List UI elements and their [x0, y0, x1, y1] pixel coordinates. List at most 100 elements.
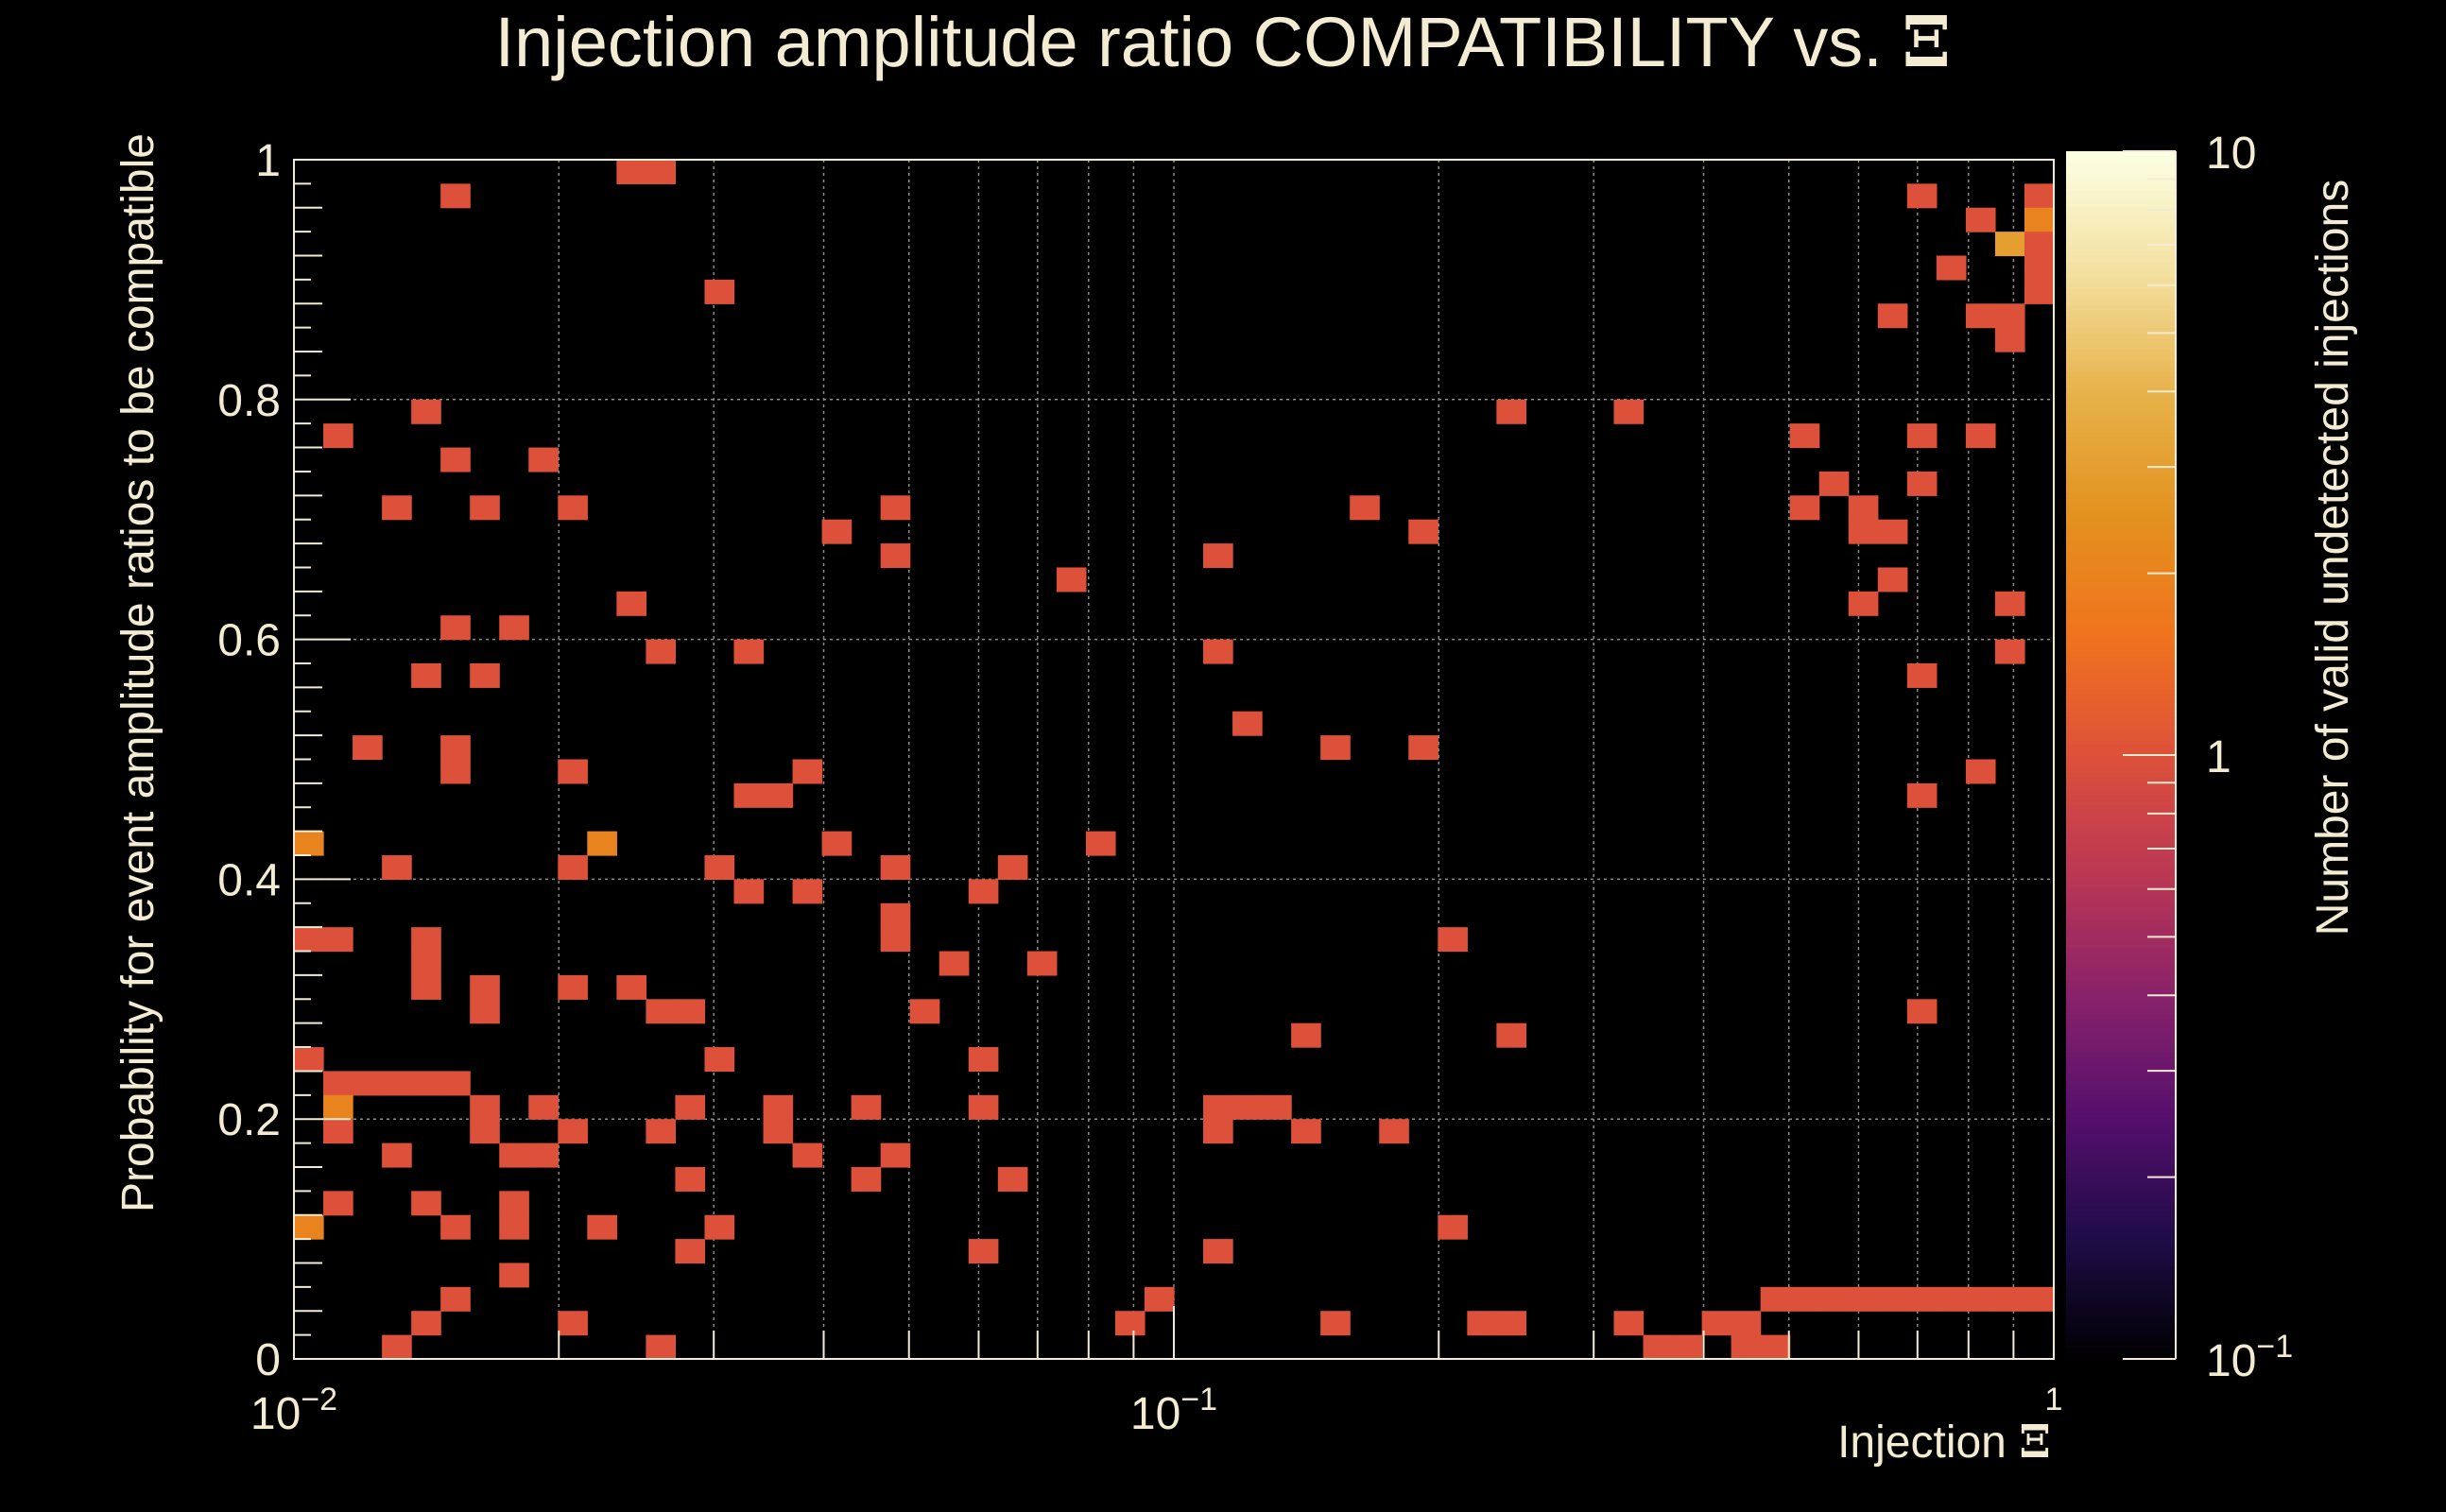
heatmap-cell	[1760, 1334, 1791, 1360]
colorbar-band	[2066, 689, 2176, 696]
colorbar-band	[2066, 584, 2176, 592]
heatmap-cell	[470, 999, 500, 1024]
heatmap-cell	[440, 1214, 471, 1240]
heatmap-cell	[1731, 1311, 1762, 1336]
heatmap-cell	[1320, 735, 1351, 761]
colorbar-band	[2066, 1320, 2176, 1327]
heatmap-cell	[470, 1094, 500, 1120]
colorbar-band	[2066, 387, 2176, 394]
colorbar-band	[2066, 881, 2176, 888]
colorbar-band	[2066, 590, 2176, 597]
heatmap-cell	[1203, 1094, 1233, 1120]
heatmap-cell	[1203, 543, 1233, 569]
colorbar-band	[2066, 953, 2176, 959]
colorbar-tick-label: 10	[2206, 129, 2256, 179]
heatmap-cell	[323, 1094, 353, 1120]
colorbar-band	[2066, 826, 2176, 833]
colorbar-tick-label-base: 1	[2206, 732, 2231, 782]
heatmap-cell	[880, 902, 911, 928]
heatmap-cell	[763, 1094, 794, 1120]
colorbar-band	[2066, 304, 2176, 312]
colorbar-band	[2066, 765, 2176, 773]
colorbar-band	[2066, 222, 2176, 230]
colorbar-band	[2066, 974, 2176, 981]
heatmap-cell	[1789, 423, 1820, 449]
colorbar-band	[2066, 453, 2176, 460]
colorbar-band	[2066, 1293, 2176, 1299]
colorbar-band	[2066, 996, 2176, 1004]
heatmap-cell	[1906, 183, 1938, 209]
heatmap-cell	[1408, 735, 1438, 761]
colorbar-band	[2066, 617, 2176, 625]
heatmap-cell	[1906, 999, 1938, 1024]
heatmap-cell	[1467, 1311, 1497, 1336]
colorbar-band	[2066, 167, 2176, 175]
colorbar-band	[2066, 853, 2176, 861]
heatmap-cell	[1262, 1094, 1292, 1120]
colorbar-band	[2066, 678, 2176, 685]
heatmap-cell	[587, 831, 617, 856]
colorbar-band	[2066, 650, 2176, 658]
colorbar-band	[2066, 1238, 2176, 1245]
heatmap-cell	[675, 1239, 706, 1264]
colorbar-band	[2066, 288, 2176, 295]
heatmap-cell	[558, 759, 588, 784]
heatmap-cell	[646, 639, 677, 664]
colorbar-band	[2066, 299, 2176, 306]
heatmap-cell	[558, 855, 588, 880]
heatmap-cell	[1965, 207, 1996, 232]
colorbar-band	[2066, 316, 2176, 322]
heatmap-cell	[1936, 1286, 1967, 1312]
colorbar-band	[2066, 173, 2176, 180]
colorbar-band	[2066, 777, 2176, 783]
heatmap-cell	[1232, 1094, 1263, 1120]
heatmap-cell	[1114, 1311, 1145, 1336]
heatmap-cell	[1613, 399, 1645, 424]
heatmap-cell	[821, 831, 853, 856]
heatmap-cell	[880, 927, 911, 953]
colorbar-band	[2066, 321, 2176, 328]
colorbar-band	[2066, 744, 2176, 750]
colorbar-band	[2066, 1177, 2176, 1184]
colorbar-band	[2066, 1221, 2176, 1228]
colorbar-band	[2066, 892, 2176, 899]
colorbar-band	[2066, 908, 2176, 916]
colorbar-band	[2066, 151, 2176, 158]
colorbar-band	[2066, 683, 2176, 691]
heatmap-cell	[939, 951, 970, 976]
colorbar-band	[2066, 969, 2176, 976]
heatmap-cell	[1144, 1286, 1175, 1312]
heatmap-cell	[323, 1071, 353, 1096]
colorbar-band	[2066, 793, 2176, 800]
colorbar-band	[2066, 1035, 2176, 1041]
colorbar-band	[2066, 865, 2176, 871]
colorbar-band	[2066, 869, 2176, 877]
colorbar-band	[2066, 1331, 2176, 1338]
heatmap-cell	[616, 974, 646, 1000]
colorbar-band	[2066, 607, 2176, 613]
colorbar-band	[2066, 469, 2176, 476]
colorbar-band	[2066, 431, 2176, 438]
y-tick-label: 0.4	[217, 855, 281, 905]
heatmap-cell	[704, 1214, 735, 1240]
heatmap-cell	[880, 495, 911, 521]
heatmap-cell	[499, 1143, 529, 1168]
colorbar-band	[2066, 930, 2176, 937]
colorbar-band	[2066, 183, 2176, 191]
heatmap-cell	[1789, 1286, 1820, 1312]
heatmap-cell	[1965, 1286, 1996, 1312]
colorbar-band	[2066, 662, 2176, 668]
colorbar-band	[2066, 228, 2176, 234]
heatmap-cell	[1936, 255, 1967, 281]
heatmap-cell	[1496, 399, 1526, 424]
colorbar-band	[2066, 557, 2176, 564]
heatmap-cell	[1203, 1239, 1233, 1264]
colorbar-band	[2066, 238, 2176, 246]
heatmap-cell	[792, 879, 823, 904]
colorbar-band	[2066, 409, 2176, 416]
colorbar-band	[2066, 271, 2176, 279]
heatmap-cell	[1056, 567, 1087, 593]
colorbar-band	[2066, 381, 2176, 388]
heatmap-cell	[1613, 1311, 1645, 1336]
